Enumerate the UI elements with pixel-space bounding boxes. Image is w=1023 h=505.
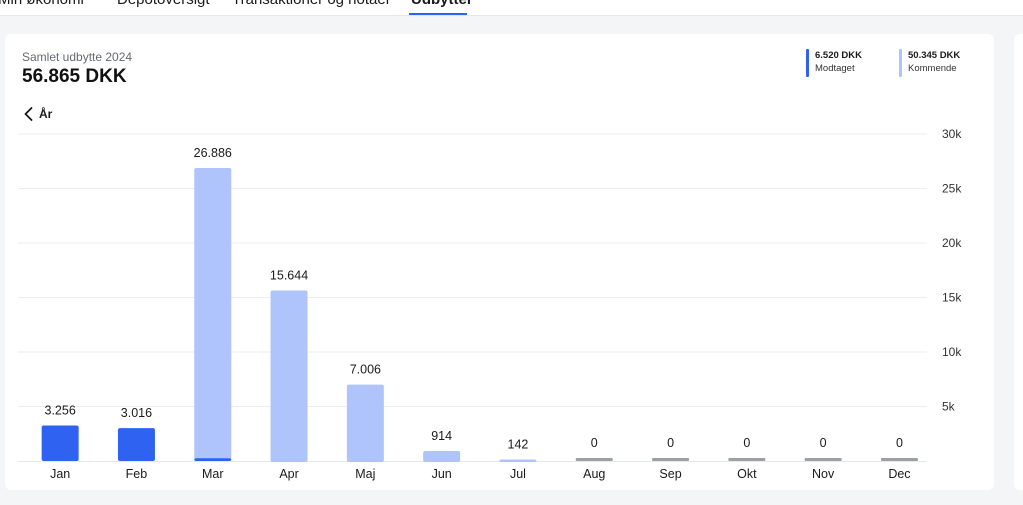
bar-value-label: 15.644 (270, 268, 308, 282)
back-label: År (39, 107, 53, 121)
bar-empty (880, 458, 918, 461)
bar-upcoming (194, 167, 232, 460)
bar-value-label: 142 (508, 437, 529, 451)
x-tick-label: Jul (510, 467, 526, 481)
x-tick-label: Sep (659, 467, 681, 481)
x-tick-label: Mar (202, 467, 224, 481)
bar-empty (652, 458, 690, 461)
legend-item-upcoming: 50.345 DKK Kommende (899, 49, 960, 77)
back-to-year-button[interactable]: År (24, 104, 52, 124)
bar-upcoming (270, 290, 308, 462)
bar-value-label: 0 (820, 436, 827, 450)
x-tick-label: Jun (432, 467, 452, 481)
legend-value-upcoming: 50.345 DKK (908, 50, 961, 61)
active-tab-indicator (409, 13, 467, 15)
bar-upcoming (423, 451, 461, 462)
bar-value-label: 3.016 (121, 406, 152, 420)
x-tick-label: Maj (355, 467, 375, 481)
x-tick-label: Okt (737, 467, 757, 481)
bar-empty (728, 458, 766, 461)
tab-udbytter[interactable]: Udbytter (411, 0, 473, 8)
bar-empty (575, 458, 613, 461)
x-tick-label: Feb (126, 467, 148, 481)
bar-value-label: 0 (591, 436, 598, 450)
dividend-bar-chart: 5k 10k 15k 20k 25k 30k 3.256 Jan 3.016 Feb 26.886 M… (18, 127, 962, 481)
bar-received (194, 458, 232, 461)
bar-received (41, 425, 79, 461)
x-tick-label: Aug (583, 467, 605, 481)
x-tick-label: Dec (888, 467, 910, 481)
tab-transaktioner[interactable]: Transaktioner og notaer (232, 0, 391, 8)
summary-label: Samlet udbytte 2024 (22, 50, 133, 64)
bar-received (117, 428, 155, 461)
summary-value: 56.865 DKK (22, 66, 127, 87)
bar-value-label: 914 (431, 429, 452, 443)
bar-value-label: 7.006 (350, 363, 381, 377)
bar-value-label: 26.886 (194, 146, 232, 160)
y-tick-label: 15k (942, 291, 962, 305)
bar-upcoming (346, 384, 384, 462)
y-tick-label: 25k (942, 182, 962, 196)
y-tick-label: 5k (942, 400, 956, 414)
legend-swatch-received (806, 49, 809, 77)
tab-min-okonomi[interactable]: Min økonomi (0, 0, 84, 8)
x-tick-label: Apr (279, 467, 298, 481)
legend-label-upcoming: Kommende (908, 63, 957, 74)
dividend-card: Samlet udbytte 2024 56.865 DKK 6.520 DKK… (5, 34, 994, 490)
chevron-left-icon (24, 107, 33, 121)
y-tick-label: 30k (942, 127, 962, 141)
bar-value-label: 3.256 (45, 404, 76, 418)
legend-item-received: 6.520 DKK Modtaget (806, 49, 862, 77)
legend-swatch-upcoming (899, 49, 902, 77)
x-tick-label: Jan (50, 467, 70, 481)
bar-value-label: 0 (743, 436, 750, 450)
y-tick-label: 10k (942, 345, 962, 359)
tab-depotoversigt[interactable]: Depotoversigt (117, 0, 210, 8)
x-tick-label: Nov (812, 467, 835, 481)
bar-value-label: 0 (667, 436, 674, 450)
y-tick-label: 20k (942, 236, 962, 250)
side-panel (1014, 34, 1023, 490)
legend-value-received: 6.520 DKK (815, 50, 862, 61)
legend-label-received: Modtaget (815, 63, 855, 74)
top-navigation: Min økonomi Depotoversigt Transaktioner … (0, 0, 1023, 16)
bar-value-label: 0 (896, 436, 903, 450)
bar-empty (804, 458, 842, 461)
bar-upcoming (499, 459, 537, 462)
